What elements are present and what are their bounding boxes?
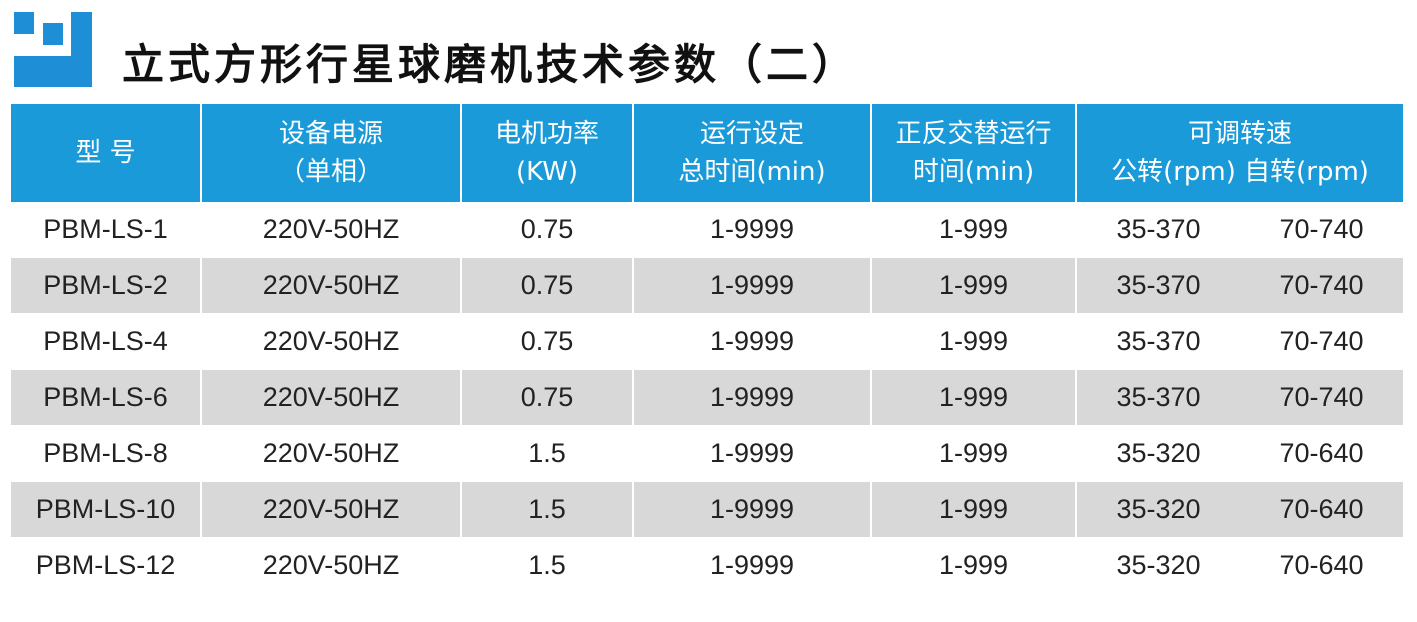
table-row: PBM-LS-12 220V-50HZ 1.5 1-9999 1-999 35-320 70… bbox=[11, 537, 1404, 594]
table-row: PBM-LS-8 220V-50HZ 1.5 1-9999 1-999 35-320 70-… bbox=[11, 425, 1404, 482]
cell-rotation-speed: 70-740 bbox=[1240, 313, 1404, 370]
cell-revolution-speed: 35-370 bbox=[1075, 257, 1240, 314]
cell-power-supply: 220V-50HZ bbox=[200, 313, 461, 370]
cell-model: PBM-LS-8 bbox=[11, 425, 201, 482]
cell-total-time: 1-9999 bbox=[632, 202, 871, 258]
header-power-supply: 设备电源 （单相） bbox=[200, 104, 461, 202]
cell-revolution-speed: 35-320 bbox=[1075, 481, 1240, 538]
table-row: PBM-LS-6 220V-50HZ 0.75 1-9999 1-999 35-370 70… bbox=[11, 369, 1404, 426]
cell-motor-power: 1.5 bbox=[460, 481, 633, 538]
cell-rotation-speed: 70-640 bbox=[1240, 425, 1404, 482]
header-motor-power: 电机功率 (KW) bbox=[460, 104, 633, 202]
cell-total-time: 1-9999 bbox=[632, 257, 871, 314]
cell-model: PBM-LS-2 bbox=[11, 257, 201, 314]
table-row: PBM-LS-4 220V-50HZ 0.75 1-9999 1-999 35-370 70… bbox=[11, 313, 1404, 370]
header-adjustable-speed: 可调转速 公转(rpm) 自转(rpm) bbox=[1074, 104, 1404, 202]
cell-motor-power: 1.5 bbox=[460, 537, 633, 594]
cell-revolution-speed: 35-320 bbox=[1075, 425, 1240, 482]
cell-power-supply: 220V-50HZ bbox=[200, 202, 461, 258]
cell-total-time: 1-9999 bbox=[632, 481, 871, 538]
table-row: PBM-LS-2 220V-50HZ 0.75 1-9999 1-999 35-370 70… bbox=[11, 257, 1404, 314]
cell-power-supply: 220V-50HZ bbox=[200, 481, 461, 538]
header-rotation-speed: 自转(rpm) bbox=[1244, 157, 1369, 187]
cell-alternating-time: 1-999 bbox=[870, 425, 1076, 482]
cell-motor-power: 0.75 bbox=[460, 257, 633, 314]
table-row: PBM-LS-1 220V-50HZ 0.75 1-9999 1-999 35-370 70… bbox=[11, 202, 1404, 258]
header-total-time: 运行设定 总时间(min) bbox=[632, 104, 871, 202]
cell-power-supply: 220V-50HZ bbox=[200, 537, 461, 594]
cell-rotation-speed: 70-740 bbox=[1240, 202, 1404, 258]
spec-table: 型 号 设备电源 （单相） 电机功率 (KW) 运行设定 总时间(min) 正反… bbox=[11, 104, 1404, 594]
cell-motor-power: 0.75 bbox=[460, 313, 633, 370]
cell-motor-power: 1.5 bbox=[460, 425, 633, 482]
cell-motor-power: 0.75 bbox=[460, 369, 633, 426]
cell-alternating-time: 1-999 bbox=[870, 369, 1076, 426]
cell-model: PBM-LS-4 bbox=[11, 313, 201, 370]
cell-revolution-speed: 35-320 bbox=[1075, 537, 1240, 594]
cell-revolution-speed: 35-370 bbox=[1075, 202, 1240, 258]
table-header-row: 型 号 设备电源 （单相） 电机功率 (KW) 运行设定 总时间(min) 正反… bbox=[11, 104, 1404, 202]
cell-model: PBM-LS-12 bbox=[11, 537, 201, 594]
cell-power-supply: 220V-50HZ bbox=[200, 425, 461, 482]
cell-alternating-time: 1-999 bbox=[870, 481, 1076, 538]
cell-alternating-time: 1-999 bbox=[870, 537, 1076, 594]
cell-total-time: 1-9999 bbox=[632, 369, 871, 426]
cell-total-time: 1-9999 bbox=[632, 537, 871, 594]
cell-alternating-time: 1-999 bbox=[870, 313, 1076, 370]
header-revolution-speed: 公转(rpm) bbox=[1111, 157, 1236, 187]
cell-power-supply: 220V-50HZ bbox=[200, 369, 461, 426]
cell-rotation-speed: 70-740 bbox=[1240, 369, 1404, 426]
cell-total-time: 1-9999 bbox=[632, 313, 871, 370]
page-title: 立式方形行星球磨机技术参数（二） bbox=[122, 40, 859, 89]
cell-alternating-time: 1-999 bbox=[870, 257, 1076, 314]
cell-rotation-speed: 70-640 bbox=[1240, 481, 1404, 538]
cell-revolution-speed: 35-370 bbox=[1075, 313, 1240, 370]
cell-rotation-speed: 70-740 bbox=[1240, 257, 1404, 314]
header-alternating-time: 正反交替运行 时间(min) bbox=[870, 104, 1076, 202]
cell-alternating-time: 1-999 bbox=[870, 202, 1076, 258]
header-model: 型 号 bbox=[11, 104, 201, 202]
cell-model: PBM-LS-10 bbox=[11, 481, 201, 538]
cell-model: PBM-LS-6 bbox=[11, 369, 201, 426]
table-row: PBM-LS-10 220V-50HZ 1.5 1-9999 1-999 35-320 70… bbox=[11, 481, 1404, 538]
cell-model: PBM-LS-1 bbox=[11, 202, 201, 258]
brand-logo-icon bbox=[14, 12, 92, 87]
cell-rotation-speed: 70-640 bbox=[1240, 537, 1404, 594]
cell-revolution-speed: 35-370 bbox=[1075, 369, 1240, 426]
cell-power-supply: 220V-50HZ bbox=[200, 257, 461, 314]
cell-total-time: 1-9999 bbox=[632, 425, 871, 482]
cell-motor-power: 0.75 bbox=[460, 202, 633, 258]
